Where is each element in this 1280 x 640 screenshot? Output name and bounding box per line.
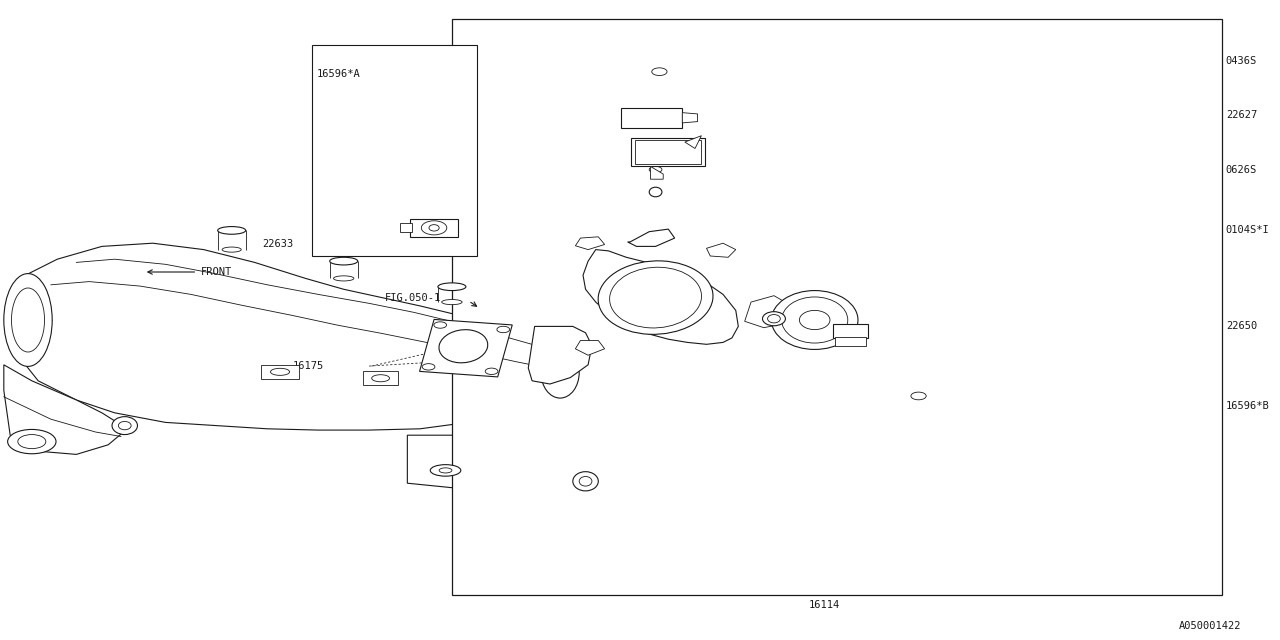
Ellipse shape <box>649 166 662 173</box>
Text: 0104S*I: 0104S*I <box>1226 225 1270 236</box>
Text: 0436S: 0436S <box>1226 56 1257 66</box>
Bar <box>635 140 701 164</box>
Bar <box>312 45 477 256</box>
Ellipse shape <box>421 221 447 235</box>
Ellipse shape <box>4 274 52 366</box>
Polygon shape <box>576 237 604 250</box>
Ellipse shape <box>763 312 786 326</box>
Text: 16596*B: 16596*B <box>1226 401 1270 412</box>
Ellipse shape <box>768 315 781 323</box>
Polygon shape <box>529 326 591 384</box>
Text: FRONT: FRONT <box>201 267 233 277</box>
Bar <box>261 365 300 379</box>
Text: 22633: 22633 <box>262 239 293 250</box>
Circle shape <box>422 364 435 370</box>
Bar <box>362 371 398 385</box>
Text: A050001422: A050001422 <box>1179 621 1242 631</box>
Polygon shape <box>4 365 127 454</box>
Ellipse shape <box>218 227 246 234</box>
Ellipse shape <box>649 188 662 197</box>
Bar <box>410 219 458 237</box>
Polygon shape <box>576 340 604 355</box>
Ellipse shape <box>439 468 452 473</box>
Text: 16175: 16175 <box>293 361 324 371</box>
Bar <box>835 337 865 346</box>
Ellipse shape <box>429 225 439 231</box>
Ellipse shape <box>438 283 466 291</box>
Circle shape <box>652 68 667 76</box>
Circle shape <box>497 326 509 333</box>
Text: 16114: 16114 <box>809 600 840 610</box>
Circle shape <box>911 392 927 400</box>
Circle shape <box>434 322 447 328</box>
Ellipse shape <box>442 300 462 305</box>
Ellipse shape <box>800 310 829 330</box>
Polygon shape <box>420 319 512 377</box>
Polygon shape <box>627 229 675 246</box>
Ellipse shape <box>430 465 461 476</box>
Circle shape <box>580 344 595 352</box>
Ellipse shape <box>439 330 488 363</box>
Ellipse shape <box>334 276 353 281</box>
Ellipse shape <box>573 472 598 491</box>
Ellipse shape <box>541 347 579 398</box>
Ellipse shape <box>18 435 46 449</box>
Bar <box>621 108 682 128</box>
Polygon shape <box>685 136 701 148</box>
Ellipse shape <box>8 429 56 454</box>
Bar <box>832 324 868 338</box>
Circle shape <box>485 368 498 374</box>
Ellipse shape <box>371 375 389 381</box>
Circle shape <box>581 239 596 247</box>
Text: 22650: 22650 <box>1226 321 1257 332</box>
Text: FIG.050-1: FIG.050-1 <box>384 292 440 303</box>
Polygon shape <box>682 113 698 123</box>
Ellipse shape <box>641 140 669 148</box>
Ellipse shape <box>579 476 591 486</box>
Text: 22627: 22627 <box>1226 110 1257 120</box>
Bar <box>631 138 705 166</box>
Ellipse shape <box>330 257 357 265</box>
Ellipse shape <box>598 261 713 334</box>
Ellipse shape <box>223 247 241 252</box>
Polygon shape <box>650 166 663 179</box>
Polygon shape <box>582 250 739 344</box>
Ellipse shape <box>270 369 289 375</box>
Text: 0626S: 0626S <box>1226 164 1257 175</box>
Text: G91808: G91808 <box>820 321 859 332</box>
Polygon shape <box>707 243 736 257</box>
Polygon shape <box>745 296 792 328</box>
Bar <box>399 223 412 232</box>
Polygon shape <box>26 243 561 430</box>
Ellipse shape <box>113 417 137 435</box>
Ellipse shape <box>118 422 131 430</box>
Ellipse shape <box>772 291 858 349</box>
Bar <box>452 19 1222 595</box>
Polygon shape <box>407 435 484 488</box>
Text: 16596*A: 16596*A <box>317 68 361 79</box>
